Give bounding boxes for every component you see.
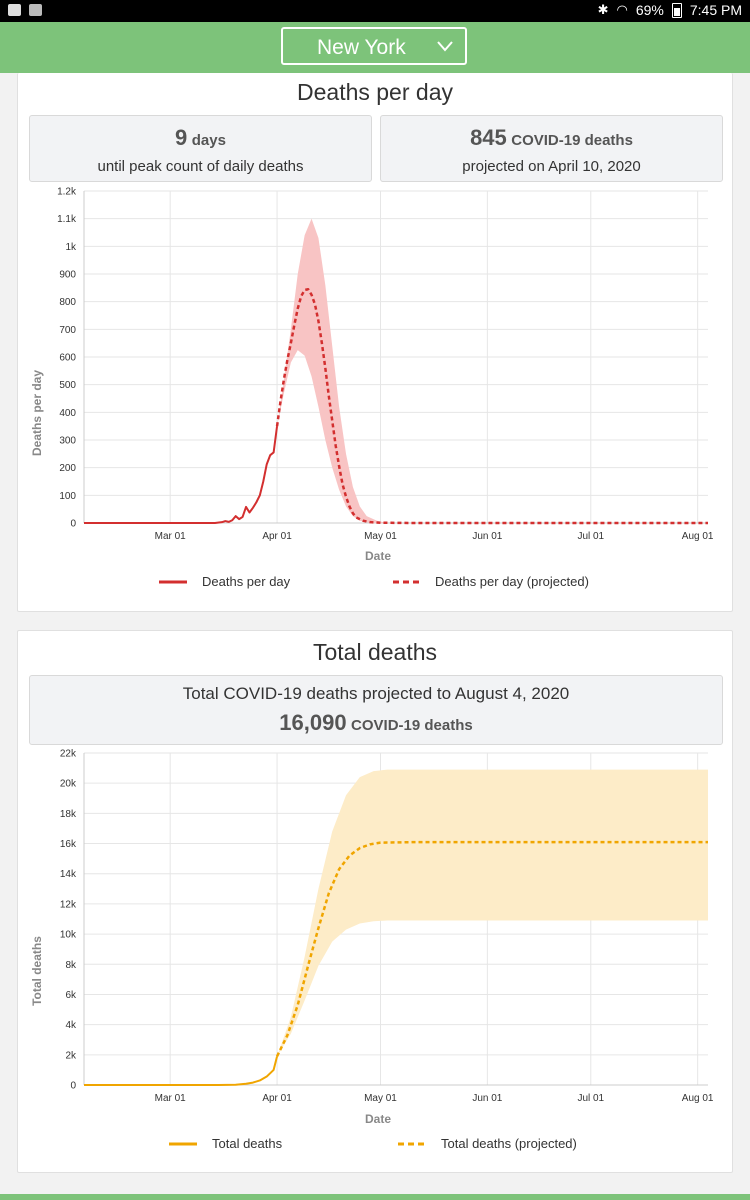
app-header: New York <box>0 22 750 73</box>
series-actual-line <box>84 426 279 524</box>
y-tick-label: 14k <box>60 869 77 880</box>
total-deaths-chart: Mar 01 Apr 01 May 01 Jun 01 Jul 01 Aug 01 0 2k… <box>30 749 714 1152</box>
y-tick-label: 200 <box>59 463 76 474</box>
peak-deaths-unit: COVID-19 deaths <box>511 132 633 149</box>
y-tick-label: 2k <box>65 1050 77 1061</box>
x-tick-label: Jun 01 <box>472 531 502 542</box>
legend-label-projected: Deaths per day (projected) <box>435 574 589 589</box>
total-deaths-card: Total deaths Total COVID-19 deaths proje… <box>17 630 733 1173</box>
x-axis-title: Date <box>365 1112 391 1126</box>
uncertainty-band <box>277 769 708 1057</box>
peak-days-stat: 9 days until peak count of daily deaths <box>29 115 372 182</box>
total-deaths-value: 16,090 <box>279 710 347 735</box>
bottom-bar <box>0 1194 750 1200</box>
peak-days-unit: days <box>191 132 226 149</box>
peak-days-caption: until peak count of daily deaths <box>97 158 304 175</box>
clock: 7:45 PM <box>689 2 742 18</box>
total-deaths-headline: Total COVID-19 deaths projected to Augus… <box>182 684 570 703</box>
legend-label-projected: Total deaths (projected) <box>441 1136 577 1151</box>
deaths-per-day-card: Deaths per day 9 days until peak count o… <box>17 73 733 612</box>
x-tick-label: Jun 01 <box>472 1093 502 1104</box>
y-tick-label: 700 <box>59 325 76 336</box>
x-tick-label: Aug 01 <box>682 531 714 542</box>
x-axis-title: Date <box>365 549 391 563</box>
x-tick-label: Jul 01 <box>577 531 604 542</box>
legend: Deaths per day Deaths per day (projected… <box>159 574 589 589</box>
x-tick-label: Mar 01 <box>155 531 187 542</box>
legend-label-actual: Total deaths <box>212 1136 283 1151</box>
x-tick-label: Mar 01 <box>155 1093 187 1104</box>
y-tick-label: 300 <box>59 436 76 447</box>
y-tick-label: 500 <box>59 380 76 391</box>
y-tick-label: 900 <box>59 270 76 281</box>
y-tick-label: 20k <box>60 779 77 790</box>
peak-days-value: 9 <box>175 125 188 150</box>
y-tick-label: 800 <box>59 297 76 308</box>
card-title-total-deaths: Total deaths <box>312 639 438 665</box>
card-title-deaths-per-day: Deaths per day <box>297 79 453 105</box>
y-tick-label: 0 <box>70 519 76 530</box>
y-tick-label: 0 <box>70 1081 76 1092</box>
y-tick-label: 6k <box>65 990 77 1001</box>
image-notification-icon <box>29 4 42 16</box>
legend: Total deaths Total deaths (projected) <box>169 1136 577 1151</box>
x-tick-label: May 01 <box>364 531 397 542</box>
chevron-down-icon <box>437 41 453 52</box>
x-tick-label: May 01 <box>364 1093 397 1104</box>
legend-label-actual: Deaths per day <box>202 574 291 589</box>
x-tick-label: Jul 01 <box>577 1093 604 1104</box>
x-tick-label: Apr 01 <box>262 1093 292 1104</box>
y-tick-label: 12k <box>60 899 77 910</box>
series-projected-line <box>275 840 708 1057</box>
y-tick-label: 10k <box>60 930 77 941</box>
y-tick-label: 22k <box>60 749 77 760</box>
peak-deaths-caption: projected on April 10, 2020 <box>462 158 641 175</box>
deaths-per-day-chart: Mar 01 Apr 01 May 01 Jun 01 Jul 01 Aug 01 0 10… <box>30 187 714 590</box>
x-tick-label: Aug 01 <box>682 1093 714 1104</box>
peak-deaths-value: 845 <box>470 125 507 150</box>
battery-percent: 69% <box>635 2 664 18</box>
series-actual-line <box>84 1056 279 1086</box>
y-tick-label: 8k <box>65 960 77 971</box>
y-tick-label: 1.2k <box>57 187 77 198</box>
y-axis-title: Total deaths <box>30 936 44 1006</box>
battery-icon <box>671 2 682 18</box>
state-dropdown-value: New York <box>317 36 406 59</box>
total-deaths-stat: Total COVID-19 deaths projected to Augus… <box>29 675 723 745</box>
y-tick-label: 400 <box>59 408 76 419</box>
y-tick-label: 100 <box>59 491 76 502</box>
state-dropdown[interactable]: New York <box>281 27 467 65</box>
y-tick-label: 16k <box>60 839 77 850</box>
peak-deaths-stat: 845 COVID-19 deaths projected on April 1… <box>380 115 723 182</box>
app-notification-icon <box>8 4 21 16</box>
y-tick-label: 1.1k <box>57 214 77 225</box>
y-tick-label: 18k <box>60 809 77 820</box>
wifi-icon: ◠ <box>616 2 628 17</box>
total-deaths-unit: COVID-19 deaths <box>351 717 473 734</box>
y-tick-label: 600 <box>59 353 76 364</box>
x-tick-label: Apr 01 <box>262 531 292 542</box>
y-axis-title: Deaths per day <box>30 370 44 456</box>
y-tick-label: 1k <box>65 242 77 253</box>
bluetooth-icon: ✱ <box>597 2 609 17</box>
status-bar: ✱ ◠ 69% 7:45 PM <box>0 0 750 22</box>
series-projected-line <box>275 287 708 525</box>
y-tick-label: 4k <box>65 1020 77 1031</box>
uncertainty-band <box>277 218 388 523</box>
